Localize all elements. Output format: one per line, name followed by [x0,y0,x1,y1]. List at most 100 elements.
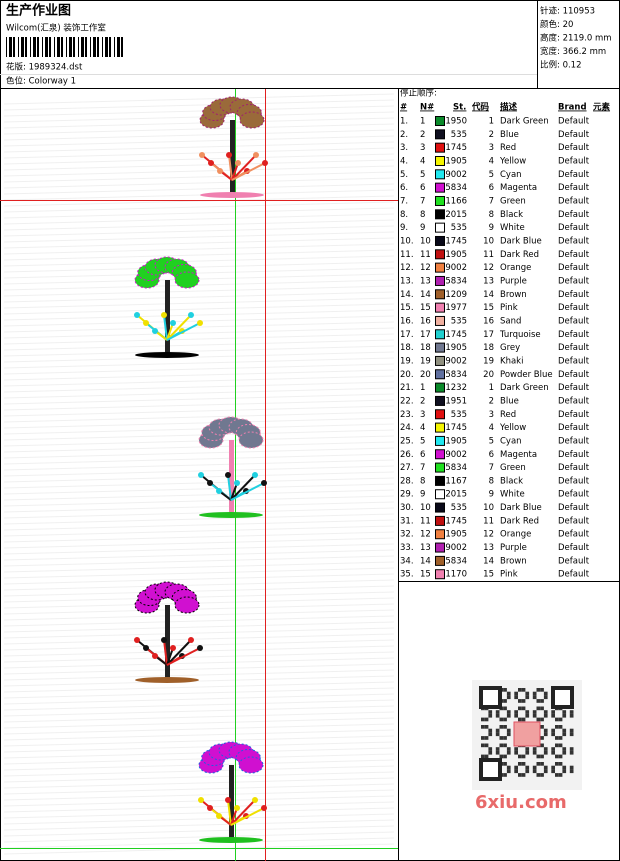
qr-cell [506,750,511,755]
qr-cell [536,762,541,766]
qr-cell [532,769,537,774]
qr-cell [514,713,518,718]
blossom [217,168,223,174]
row-index: 18. [400,343,414,353]
row-index: 12. [400,263,414,273]
row-description: Dark Red [500,250,539,260]
row-description: Cyan [500,436,522,446]
bar [114,37,115,57]
branch [166,322,201,341]
row-description: Red [500,143,516,153]
design-canvas [0,89,398,861]
column-header: St. [453,103,466,113]
row-needle: 6 [420,450,425,460]
qr-cell [499,736,504,740]
row-code: 17 [483,330,494,340]
swatch [435,262,445,273]
ground [199,837,263,843]
row-needle: 5 [420,436,425,446]
qr-cell [558,743,563,748]
ground [135,677,199,683]
hatch [3,513,395,525]
hatch [3,717,395,729]
row-code: 5 [489,436,494,446]
trunk [229,765,234,840]
qr-cell [506,691,511,696]
bar [66,37,67,57]
qr-cell [540,717,544,722]
blossom [234,480,240,486]
blossom [235,160,241,166]
hatch [3,495,395,507]
row-needle: 7 [420,463,425,473]
qr-cell [562,765,567,770]
row-needle: 15 [420,570,431,580]
qr-cell [503,762,507,766]
hatch [3,813,395,825]
row-description: Magenta [500,450,537,460]
qr-cell [499,754,504,759]
row-needle: 2 [420,396,425,406]
row-brand: Default [558,476,590,486]
hatch [3,417,395,429]
qr-cell [536,688,541,692]
hatch [3,447,395,459]
qr-cell [540,736,544,740]
row-brand: Default [558,263,590,273]
row-stitches: 9002 [445,450,467,460]
qr-cell [562,750,567,755]
row-brand: Default [558,117,590,127]
hatch [3,831,395,843]
hatch [3,405,395,417]
row-stitches: 1170 [445,570,467,580]
qr-cell [518,754,522,759]
qr-cell [521,773,526,777]
bar [81,37,84,57]
row-brand: Default [558,543,590,553]
row-code: 1 [489,117,494,127]
bar [105,37,108,57]
row-stitches: 9002 [445,170,467,180]
hatch [3,609,395,621]
hatch [3,675,395,687]
hatch [3,519,395,531]
row-brand: Default [558,210,590,220]
qr-cell [532,691,537,696]
row-code: 19 [483,356,494,366]
leaf [174,596,200,614]
hatch [3,171,395,183]
qr-cell [525,713,530,718]
qr-cell [503,773,507,777]
row-description: Turquoise [499,330,541,340]
row-needle: 11 [420,516,431,526]
hatch [3,687,395,699]
hatch [3,585,395,597]
row-needle: 17 [420,330,431,340]
branch [163,314,168,341]
blossom [161,637,167,643]
qr-cell [488,728,493,733]
hatch [3,435,395,447]
row-code: 20 [483,370,494,380]
color-table: 停止顺序: # N# St. 代码 描述 Brand 元素 1. 1 1950 1 Dark Green… [400,88,611,580]
row-stitches: 1745 [445,143,467,153]
branch [228,154,233,181]
hatch [3,489,395,501]
row-brand: Default [558,196,590,206]
row-needle: 8 [420,476,425,486]
hatch [3,177,395,189]
branch [163,639,168,666]
hatch [3,837,395,849]
row-stitches: 1745 [445,330,467,340]
hatch [3,711,395,723]
qr-cell [514,747,518,751]
row-code: 8 [489,476,494,486]
hatch [3,411,395,423]
hatch [3,459,395,471]
hatch [3,753,395,765]
qr-cell [562,713,567,718]
row-needle: 15 [420,303,431,313]
swatch [435,382,445,393]
row-index: 8. [400,210,408,220]
row-description: Grey [500,343,520,353]
